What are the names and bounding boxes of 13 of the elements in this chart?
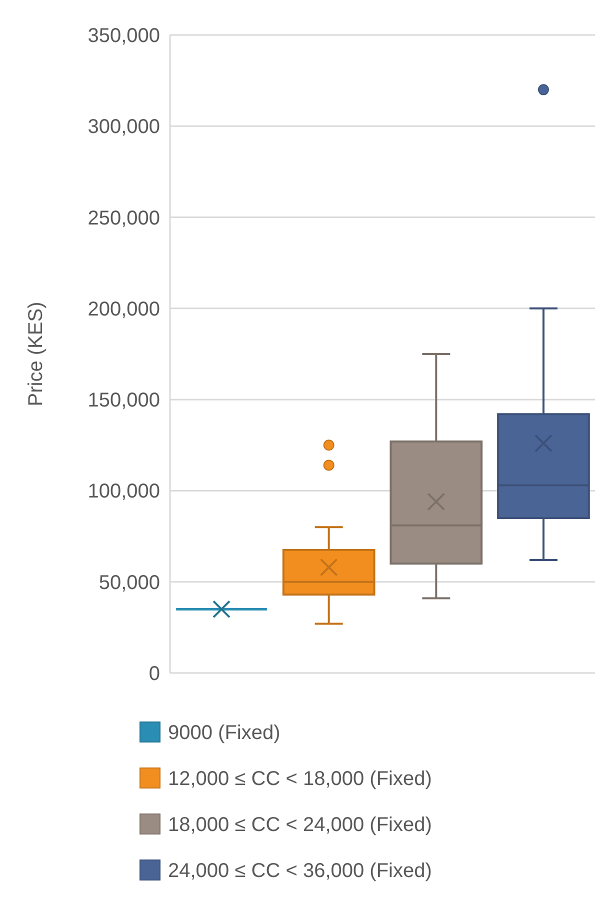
y-tick-label: 350,000: [88, 25, 160, 47]
y-tick-label: 300,000: [88, 116, 160, 138]
legend-label: 9000 (Fixed): [168, 722, 280, 744]
y-tick-label: 50,000: [98, 572, 160, 594]
legend-label: 18,000 ≤ CC < 24,000 (Fixed): [168, 814, 432, 836]
legend-label: 24,000 ≤ CC < 36,000 (Fixed): [168, 860, 432, 882]
y-tick-label: 100,000: [88, 480, 160, 503]
legend-label: 12,000 ≤ CC < 18,000 (Fixed): [168, 768, 432, 790]
y-tick-label: 0: [148, 663, 160, 685]
y-tick-label: 200,000: [88, 298, 160, 320]
y-axis-title: Price (KES): [25, 302, 47, 406]
y-tick-label: 250,000: [88, 207, 160, 230]
y-tick-label: 150,000: [88, 390, 160, 412]
